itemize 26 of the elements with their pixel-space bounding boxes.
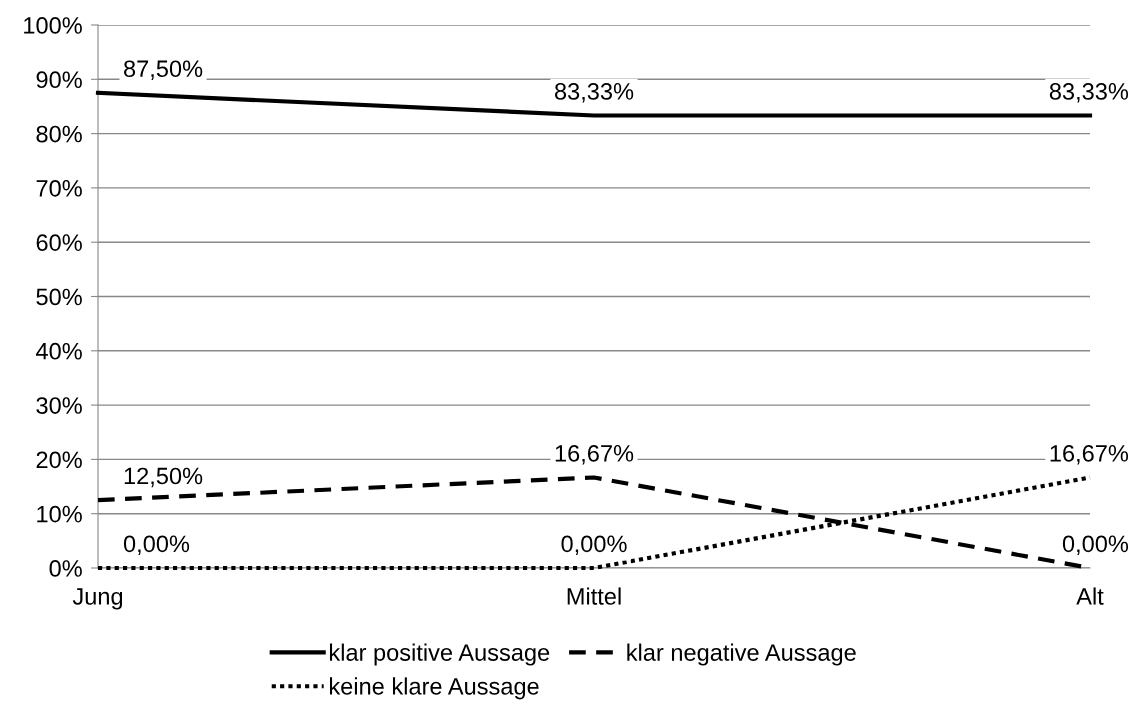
- y-tick-label: 90%: [36, 71, 82, 89]
- data-label: 83,33%: [554, 83, 634, 103]
- data-label: 0,00%: [123, 535, 190, 556]
- data-label: 0,00%: [1062, 535, 1129, 556]
- x-tick-label: Alt: [1076, 587, 1104, 605]
- legend-label: keine klare Aussage: [329, 677, 539, 700]
- y-tick-label: 80%: [36, 125, 82, 143]
- x-tick-label: Mittel: [567, 587, 621, 605]
- data-label: 12,50%: [124, 467, 203, 488]
- y-tick-label: 30%: [36, 397, 82, 414]
- data-label: 16,67%: [1050, 444, 1129, 465]
- data-label: 83,33%: [1049, 83, 1129, 103]
- x-tick-label: Jung: [72, 588, 123, 610]
- y-tick-label: 0%: [49, 560, 82, 577]
- data-label: 87,50%: [124, 60, 203, 80]
- y-tick-label: 10%: [37, 505, 82, 523]
- data-label: 0,00%: [561, 535, 627, 556]
- y-tick-label: 100%: [24, 17, 82, 34]
- y-tick-label: 20%: [36, 451, 82, 469]
- legend-label: klar negative Aussage: [627, 643, 856, 666]
- y-tick-label: 60%: [36, 234, 82, 251]
- data-label: 16,67%: [555, 444, 634, 465]
- y-tick-label: 40%: [36, 342, 82, 360]
- y-tick-label: 50%: [36, 288, 82, 306]
- y-tick-label: 70%: [36, 179, 82, 197]
- legend-label: klar positive Aussage: [329, 643, 550, 666]
